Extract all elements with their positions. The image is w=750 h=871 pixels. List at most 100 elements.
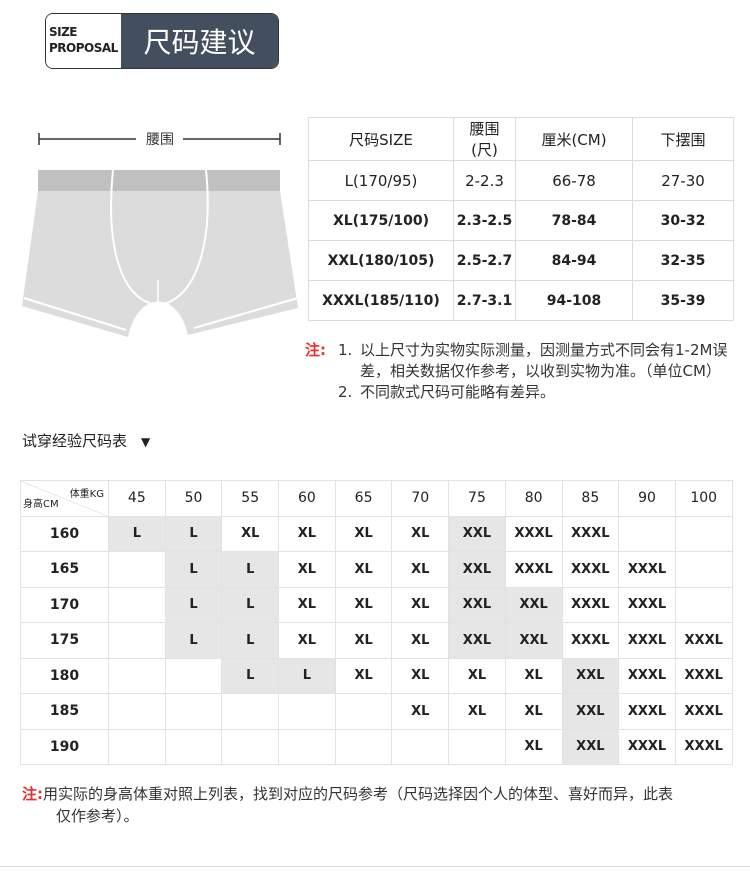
- fit-cell: XL: [391, 551, 450, 588]
- fit-cell: L: [221, 657, 280, 694]
- fit-cell: XXXL: [674, 728, 733, 765]
- fit-cell: XL: [278, 622, 336, 659]
- boxer-diagram: 腰围: [22, 132, 299, 337]
- size-row: XXXL(185/110) 2.7-3.1 94-108 35-39: [308, 280, 734, 321]
- fit-cell: [221, 728, 280, 765]
- size-cell: 94-108: [515, 280, 633, 321]
- fit-cell: XL: [504, 657, 563, 694]
- size-cell: 66-78: [515, 160, 633, 201]
- weight-header: 85: [561, 480, 620, 517]
- fit-cell: XL: [221, 515, 280, 552]
- size-row: XXL(180/105) 2.5-2.7 84-94 32-35: [308, 240, 734, 281]
- fit-cell: XXXL: [674, 693, 733, 730]
- badge-english: SIZE PROPOSAL: [46, 14, 121, 68]
- size-cell: 32-35: [632, 240, 734, 281]
- size-row: L(170/95) 2-2.3 66-78 27-30: [308, 160, 734, 201]
- height-label: 160: [20, 515, 109, 552]
- fit-cell: XXL: [561, 657, 620, 694]
- fit-row: 175 L L XL XL XL XXL XXL XXXL XXXL XXXL: [20, 622, 733, 659]
- fit-cell: XL: [391, 586, 450, 623]
- fit-cell: XXL: [561, 693, 620, 730]
- fit-cell: XXXL: [618, 551, 676, 588]
- size-row: XL(175/100) 2.3-2.5 78-84 30-32: [308, 200, 734, 241]
- fit-cell: XL: [391, 693, 450, 730]
- size-cell: 35-39: [632, 280, 734, 321]
- triangle-down-icon: ▼: [141, 435, 151, 449]
- size-table-header: 尺码SIZE 腰围 (尺) 厘米(CM) 下摆围: [308, 117, 734, 161]
- fit-cell: XL: [448, 657, 506, 694]
- fit-cell: XXXL: [618, 622, 676, 659]
- size-cell: XXXL(185/110): [308, 280, 454, 321]
- fit-cell: XL: [391, 657, 450, 694]
- fit-cell: XL: [334, 551, 393, 588]
- fit-cell: XL: [504, 693, 563, 730]
- weight-header: 65: [334, 480, 393, 517]
- fit-cell: XXXL: [618, 693, 676, 730]
- size-cell: 78-84: [515, 200, 633, 241]
- size-cell: 2.3-2.5: [453, 200, 516, 241]
- weight-header: 55: [221, 480, 280, 517]
- fit-cell: XL: [334, 515, 393, 552]
- fit-cell: [674, 551, 733, 588]
- fit-cell: XL: [391, 515, 450, 552]
- fit-cell: L: [164, 515, 223, 552]
- size-table: 尺码SIZE 腰围 (尺) 厘米(CM) 下摆围 L(170/95) 2-2.3 6…: [308, 117, 734, 321]
- fit-cell: L: [108, 515, 166, 552]
- weight-header: 45: [108, 480, 166, 517]
- fit-cell: L: [221, 586, 280, 623]
- fit-cell: XXXL: [504, 515, 563, 552]
- footer-note: 注:用实际的身高体重对照上列表，找到对应的尺码参考（尺码选择因个人的体型、喜好而…: [22, 785, 674, 825]
- fit-row: 160 L L XL XL XL XL XXL XXXL XXXL: [20, 515, 733, 552]
- fit-cell: [618, 515, 676, 552]
- height-label: 175: [20, 622, 109, 659]
- fit-cell: XL: [391, 622, 450, 659]
- fit-cell: XXXL: [561, 551, 620, 588]
- fit-cell: XXXL: [618, 657, 676, 694]
- fit-cell: [278, 693, 336, 730]
- fit-cell: XXXL: [674, 657, 733, 694]
- fit-chart-table: 体重KG 身高CM 45 50 55 60 65 70 75 80 85 90 100 160 L L XL…: [20, 480, 733, 765]
- fit-cell: XXL: [448, 622, 506, 659]
- fit-row: 185 XL XL XL XXL XXXL XXXL: [20, 693, 733, 730]
- fit-cell: XL: [334, 657, 393, 694]
- size-cell: 30-32: [632, 200, 734, 241]
- note-item: 1. 以上尺寸为实物实际测量，因测量方式不同会有1-2M误差，相关数据仅作参考，以…: [338, 341, 728, 380]
- fit-cell: [391, 728, 450, 765]
- fit-cell: XL: [448, 693, 506, 730]
- fit-cell: XXXL: [618, 728, 676, 765]
- corner-cell: 体重KG 身高CM: [20, 480, 109, 517]
- fit-cell: L: [278, 657, 336, 694]
- fit-chart-header: 体重KG 身高CM 45 50 55 60 65 70 75 80 85 90 100: [20, 480, 733, 517]
- fit-cell: L: [221, 622, 280, 659]
- fit-row: 190 XL XXL XXXL XXXL: [20, 728, 733, 765]
- fit-cell: XXL: [448, 551, 506, 588]
- fit-cell: XL: [334, 622, 393, 659]
- size-cell: XL(175/100): [308, 200, 454, 241]
- fit-cell: XL: [504, 728, 563, 765]
- fit-chart-title: 试穿经验尺码表 ▼: [22, 432, 151, 450]
- fit-cell: [108, 551, 166, 588]
- fit-cell: L: [164, 551, 223, 588]
- fit-cell: XXL: [448, 515, 506, 552]
- waist-label: 腰围: [146, 132, 174, 148]
- weight-header: 100: [674, 480, 733, 517]
- size-cell: XXL(180/105): [308, 240, 454, 281]
- fit-cell: XXXL: [561, 515, 620, 552]
- fit-cell: [448, 728, 506, 765]
- section-badge: SIZE PROPOSAL 尺码建议: [45, 13, 279, 69]
- fit-cell: XXXL: [504, 551, 563, 588]
- fit-cell: [164, 693, 223, 730]
- fit-cell: [278, 728, 336, 765]
- size-notes: 注: 1. 以上尺寸为实物实际测量，因测量方式不同会有1-2M误差，相关数据仅作参…: [305, 340, 745, 403]
- fit-cell: XXXL: [618, 586, 676, 623]
- weight-header: 90: [618, 480, 676, 517]
- height-label: 185: [20, 693, 109, 730]
- fit-cell: [108, 728, 166, 765]
- fit-cell: [164, 728, 223, 765]
- fit-cell: [108, 622, 166, 659]
- fit-cell: L: [221, 551, 280, 588]
- fit-cell: XL: [278, 551, 336, 588]
- weight-header: 75: [448, 480, 506, 517]
- fit-row: 170 L L XL XL XL XXL XXL XXXL XXXL: [20, 586, 733, 623]
- fit-cell: [334, 728, 393, 765]
